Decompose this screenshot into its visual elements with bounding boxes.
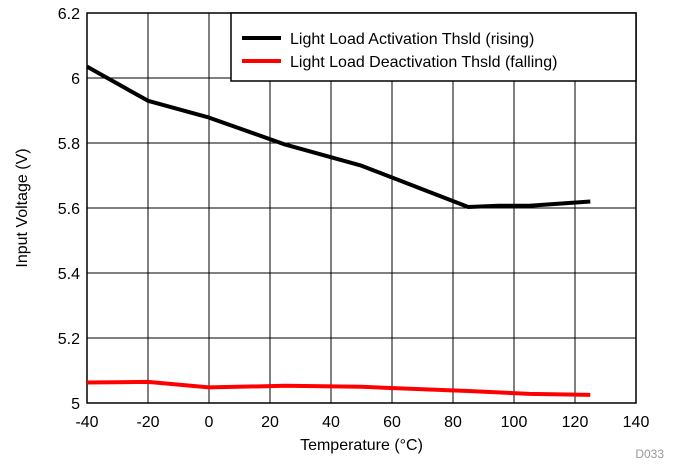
legend-box [230,12,637,82]
x-tick-labels: -40 -20 0 20 40 60 80 100 120 140 [75,414,649,431]
y-tick-label: 5.2 [58,331,80,348]
legend-label-1: Light Load Activation Thsld (rising) [290,31,534,48]
y-tick-label: 5.6 [58,201,80,218]
y-tick-label: 5 [71,396,80,413]
y-tick-label: 5.8 [58,136,80,153]
x-tick-label: 20 [261,414,279,431]
series-line-1 [86,64,591,209]
x-tick-label: 100 [501,414,528,431]
y-axis-title: Input Voltage (V) [14,148,31,267]
figure-code: D033 [635,447,664,461]
x-tick-label: 0 [205,414,214,431]
x-tick-label: 60 [383,414,401,431]
x-tick-label: 120 [562,414,589,431]
series-layer [86,64,591,397]
x-tick-label: 40 [322,414,340,431]
x-tick-label: 80 [444,414,462,431]
y-tick-labels: 5 5.2 5.4 5.6 5.8 6 6.2 [58,6,80,413]
y-tick-label: 6 [71,71,80,88]
series-line-2 [86,379,591,397]
x-axis-title: Temperature (°C) [300,437,423,454]
x-tick-label: -20 [136,414,159,431]
y-tick-label: 6.2 [58,6,80,23]
y-tick-label: 5.4 [58,266,80,283]
x-tick-label: -40 [75,414,98,431]
legend-label-2: Light Load Deactivation Thsld (falling) [290,54,557,71]
x-tick-label: 140 [623,414,650,431]
legend: Light Load Activation Thsld (rising) Ligh… [230,12,637,82]
